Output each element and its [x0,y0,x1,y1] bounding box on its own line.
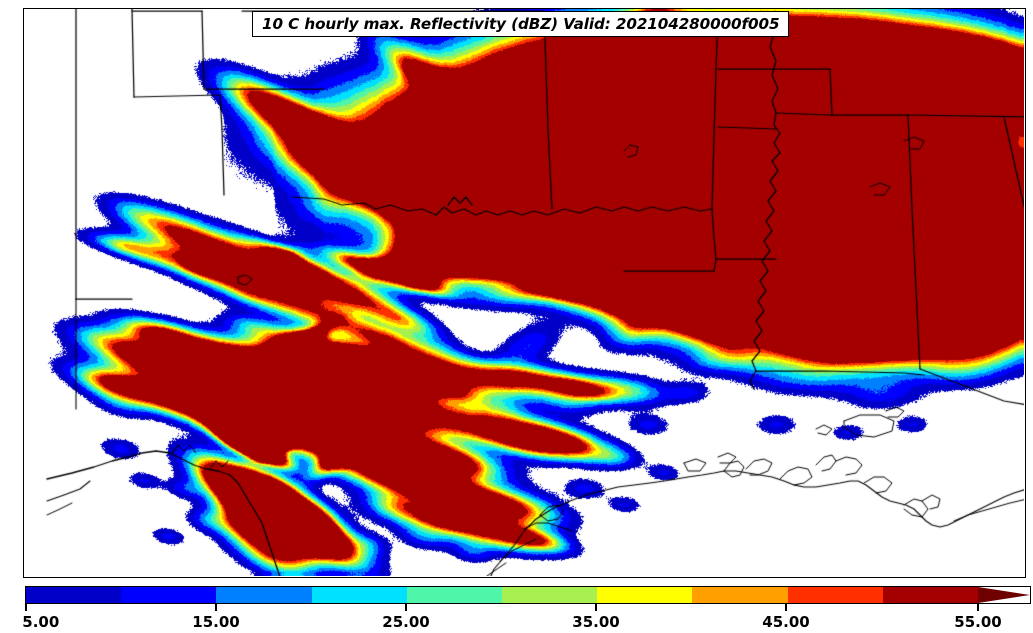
colorbar-tick [595,604,597,611]
colorbar-band-10 [121,587,217,603]
colorbar-tick [215,604,217,611]
colorbar-band-40 [692,587,788,603]
map-panel [23,8,1026,578]
colorbar-band-20 [311,587,407,603]
geographic-boundaries-layer [24,9,1024,576]
colorbar: 5.00 15.00 25.00 35.00 45.00 55.00 [0,586,1033,633]
colorbar-band-5 [26,587,122,603]
colorbar-band-15 [216,587,312,603]
colorbar-tick-label: 25.00 [382,613,430,631]
colorbar-band-50 [882,587,978,603]
plot-title: 10 C hourly max. Reflectivity (dBZ) Vali… [262,15,780,33]
colorbar-band-35 [597,587,693,603]
colorbar-tick-label: 45.00 [762,613,810,631]
colorbar-tick-label: 5.00 [22,613,60,631]
colorbar-tick-axis: 5.00 15.00 25.00 35.00 45.00 55.00 [0,604,1033,633]
plot-title-box: 10 C hourly max. Reflectivity (dBZ) Vali… [252,11,790,37]
colorbar-tick [405,604,407,611]
colorbar-tick [25,604,27,611]
colorbar-tick [977,604,979,611]
colorbar-tick [785,604,787,611]
colorbar-tick-label: 35.00 [572,613,620,631]
colorbar-bands [25,586,1031,604]
colorbar-extend-arrow [977,587,1030,603]
colorbar-band-25 [406,587,502,603]
colorbar-band-45 [787,587,883,603]
colorbar-tick-label: 15.00 [192,613,240,631]
colorbar-tick-label: 55.00 [954,613,1002,631]
colorbar-band-30 [501,587,598,603]
